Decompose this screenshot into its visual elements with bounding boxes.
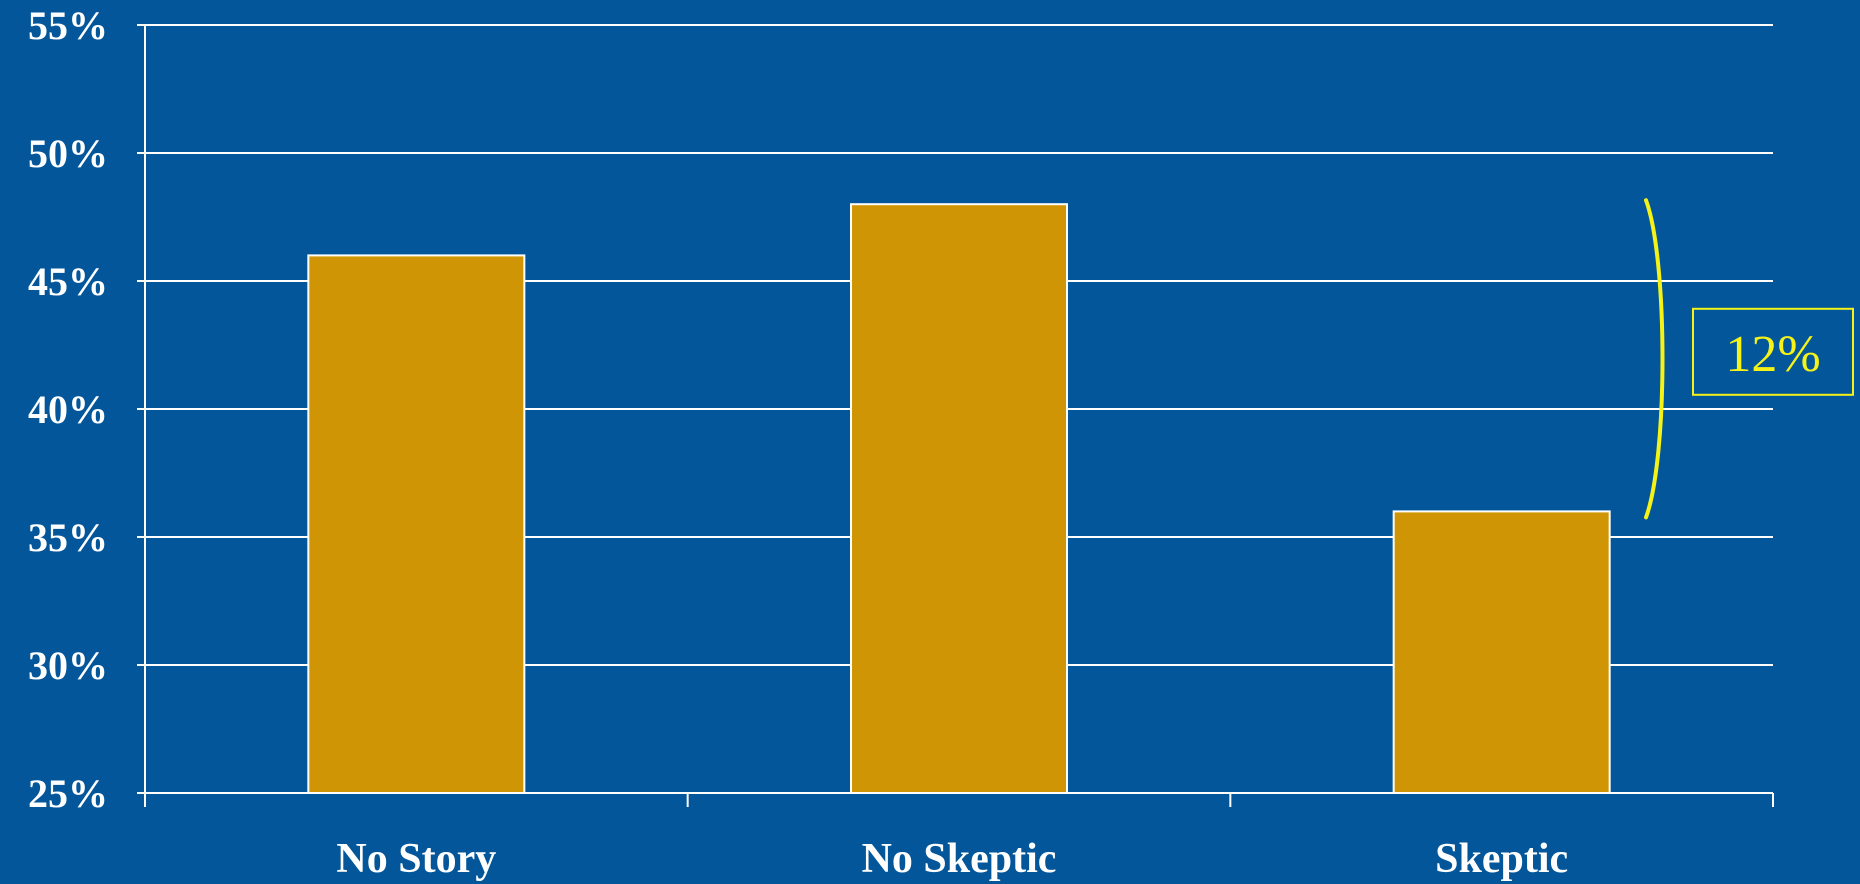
y-tick-label: 35% bbox=[28, 515, 108, 560]
bars bbox=[307, 203, 1611, 794]
difference-annotation: 12% bbox=[1644, 198, 1854, 520]
y-tick-label: 55% bbox=[28, 3, 108, 48]
bar-no-skeptic bbox=[850, 203, 1068, 794]
x-category-label: No Story bbox=[336, 836, 496, 882]
y-tick-label: 25% bbox=[28, 771, 108, 816]
annotation-bracket bbox=[1644, 198, 1665, 520]
category-labels: No Story No Skeptic Skeptic bbox=[336, 836, 1568, 882]
y-tick-label: 30% bbox=[28, 643, 108, 688]
y-tick-label: 40% bbox=[28, 387, 108, 432]
bar-skeptic bbox=[1392, 510, 1611, 794]
y-tick-label: 50% bbox=[28, 131, 108, 176]
y-tick-labels: 25% 30% 35% 40% 45% 50% 55% bbox=[28, 3, 108, 816]
annotation-label: 12% bbox=[1725, 326, 1820, 383]
x-category-label: Skeptic bbox=[1435, 836, 1568, 882]
bar-no-story bbox=[307, 254, 526, 794]
y-tick-label: 45% bbox=[28, 259, 108, 304]
annotation-box bbox=[1692, 307, 1854, 396]
x-category-label: No Skeptic bbox=[862, 836, 1057, 882]
